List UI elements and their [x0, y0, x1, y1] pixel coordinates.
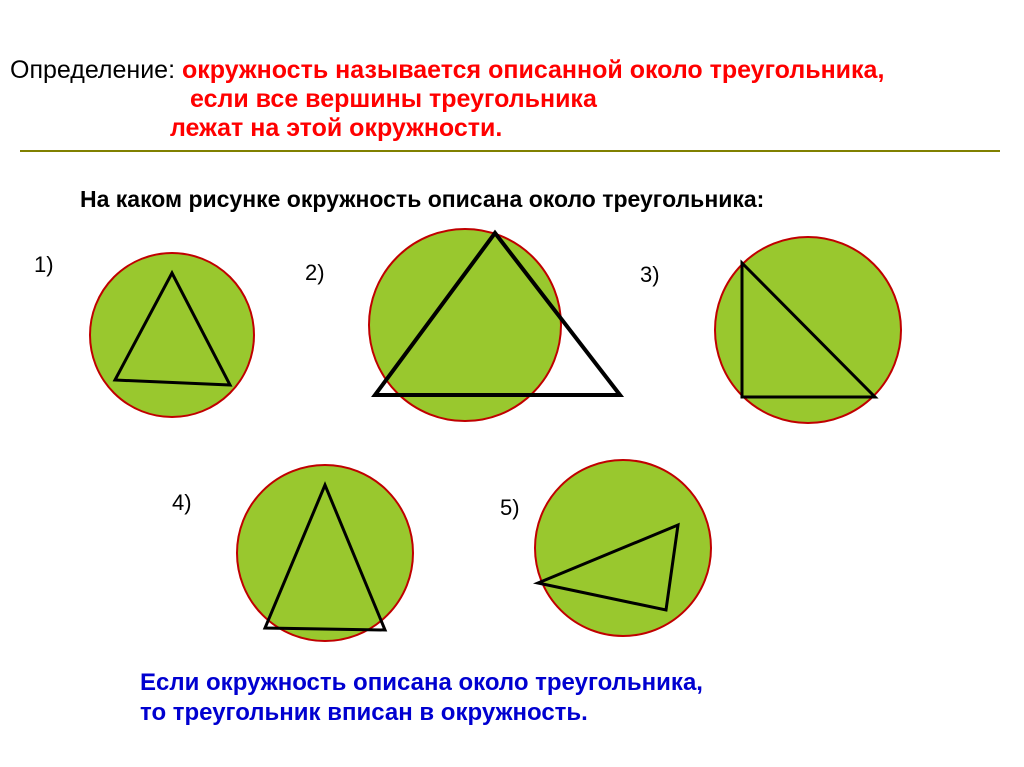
definition-block: Определение: окружность называется описа…: [10, 56, 1010, 143]
figure-4-label: 4): [172, 490, 192, 516]
definition-prefix: Определение:: [10, 56, 182, 84]
f2-svg: [320, 225, 630, 425]
definition-line-3: лежат на этой окружности.: [170, 114, 1010, 143]
figure-2: [320, 225, 630, 425]
definition-line1-red: окружность называется описанной около тр…: [182, 56, 884, 84]
circle-icon: [237, 465, 413, 641]
divider-line: [20, 150, 1000, 152]
figure-4: [225, 460, 425, 645]
f3-svg: [700, 230, 910, 425]
f4-svg: [225, 460, 425, 645]
bottom-line-2: то треугольник вписан в окружность.: [140, 698, 703, 728]
figure-1-label: 1): [34, 252, 54, 278]
definition-line-1: Определение: окружность называется описа…: [10, 56, 1010, 85]
figure-5: [518, 455, 723, 645]
figure-3: [700, 230, 910, 425]
definition-line-2: если все вершины треугольника: [190, 85, 1010, 114]
f5-svg: [518, 455, 723, 645]
figure-3-label: 3): [640, 262, 660, 288]
figure-1: [75, 245, 270, 420]
bottom-text: Если окружность описана около треугольни…: [140, 668, 703, 728]
circle-icon: [369, 229, 561, 421]
circle-icon: [90, 253, 254, 417]
figure-5-label: 5): [500, 495, 520, 521]
bottom-line-1: Если окружность описана около треугольни…: [140, 668, 703, 698]
question-text: На каком рисунке окружность описана окол…: [80, 186, 764, 213]
f1-svg: [75, 245, 270, 420]
slide: Определение: окружность называется описа…: [0, 0, 1024, 767]
